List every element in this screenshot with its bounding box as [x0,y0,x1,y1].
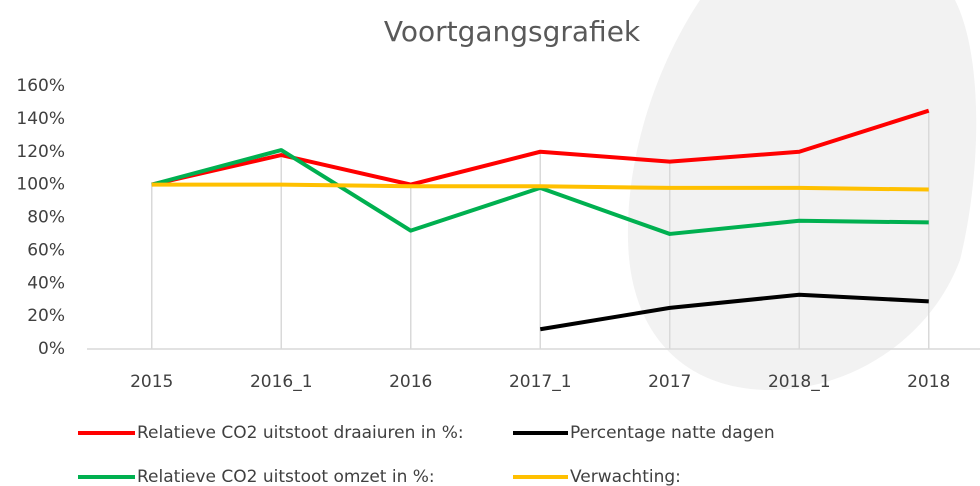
y-tick-label: 40% [27,273,65,293]
x-tick-label: 2015 [130,372,173,392]
y-tick-label: 20% [27,306,65,326]
x-tick-label: 2017_1 [509,372,572,392]
x-tick-label: 2016 [389,372,432,392]
legend-label: Relatieve CO2 uitstoot omzet in %: [137,467,435,486]
y-tick-label: 60% [27,240,65,260]
chart: Voortgangsgrafiek 0% 20% 40% 60% 80% 100% 120%… [0,0,980,486]
y-tick-label: 100% [16,175,65,195]
y-tick-label: 120% [16,142,65,162]
y-tick-label: 160% [16,76,65,96]
x-tick-label: 2016_1 [250,372,313,392]
chart-title: Voortgangsgrafiek [384,15,641,48]
y-tick-label: 80% [27,208,65,228]
legend-label: Relatieve CO2 uitstoot draaiuren in %: [137,423,464,443]
legend-label: Verwachting: [570,467,681,486]
x-tick-label: 2018_1 [768,372,831,392]
legend-label: Percentage natte dagen [570,423,775,443]
y-tick-label: 140% [16,109,65,129]
x-tick-label: 2017 [648,372,691,392]
background-shape [628,0,976,390]
x-tick-label: 2018 [907,372,950,392]
y-tick-label: 0% [38,339,65,359]
